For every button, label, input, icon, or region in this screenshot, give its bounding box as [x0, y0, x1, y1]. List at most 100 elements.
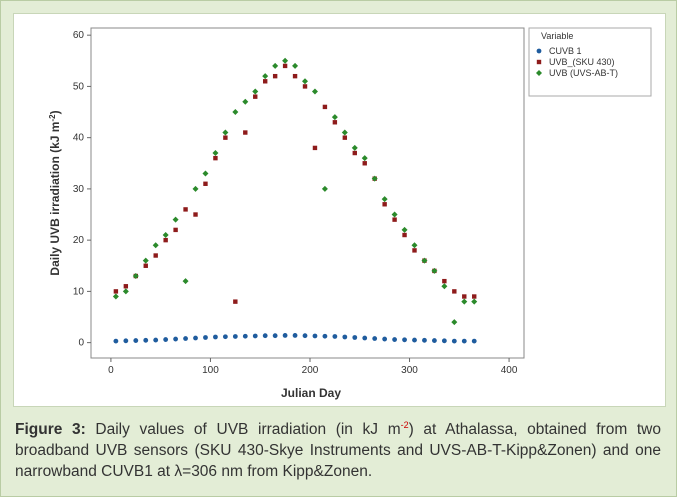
- point: [262, 333, 268, 339]
- point: [123, 338, 129, 344]
- point: [371, 175, 378, 182]
- point: [362, 161, 367, 166]
- point: [312, 333, 318, 339]
- caption-label: Figure 3:: [15, 421, 86, 439]
- point: [212, 150, 219, 157]
- point: [302, 333, 308, 339]
- point: [332, 120, 338, 125]
- point: [252, 333, 258, 339]
- point: [222, 129, 229, 136]
- y-tick-label: 10: [73, 286, 85, 297]
- caption-tail: ) at Athalassa, obtained from two broadb…: [15, 421, 661, 481]
- point: [401, 226, 408, 233]
- point: [253, 94, 258, 99]
- point: [471, 298, 478, 305]
- point: [421, 257, 428, 264]
- point: [321, 185, 328, 192]
- point: [152, 242, 159, 249]
- point: [112, 293, 119, 300]
- point: [322, 333, 328, 339]
- y-tick-label: 40: [73, 133, 85, 144]
- point: [173, 336, 179, 342]
- y-tick-label: 20: [73, 235, 85, 246]
- caption-sup: -2: [400, 420, 409, 430]
- point: [262, 79, 268, 84]
- point: [282, 63, 288, 69]
- point: [402, 337, 407, 343]
- y-tick-label: 0: [78, 338, 84, 349]
- y-label-tail: ): [48, 110, 62, 114]
- x-tick-label: 0: [108, 365, 114, 376]
- point: [143, 337, 149, 343]
- point: [193, 335, 198, 341]
- point: [193, 212, 198, 217]
- legend-box: [528, 27, 652, 97]
- legend-label: UVB (UVS-AB-T): [549, 68, 618, 78]
- point: [232, 334, 238, 339]
- legend-title: Variable: [541, 31, 573, 41]
- point: [202, 170, 209, 177]
- point: [352, 335, 358, 340]
- point: [133, 338, 139, 343]
- x-axis-label: Julian Day: [281, 386, 341, 400]
- point: [113, 289, 119, 294]
- point: [302, 78, 309, 85]
- legend-label: CUVB 1: [549, 46, 582, 56]
- point: [113, 338, 119, 344]
- point: [233, 299, 238, 304]
- point: [382, 202, 387, 207]
- point: [332, 334, 338, 339]
- point: [432, 338, 437, 343]
- point: [282, 57, 289, 64]
- point: [431, 267, 438, 274]
- point: [462, 294, 467, 299]
- point: [461, 298, 468, 305]
- point: [272, 73, 278, 79]
- x-tick-label: 300: [401, 365, 418, 376]
- point: [242, 333, 248, 339]
- point: [222, 334, 228, 340]
- plot-frame: [90, 27, 525, 359]
- point: [312, 145, 318, 151]
- point: [352, 150, 357, 156]
- point: [351, 144, 358, 151]
- point: [132, 273, 139, 280]
- point: [162, 232, 169, 239]
- point: [242, 98, 249, 105]
- point: [461, 338, 467, 344]
- point: [452, 289, 457, 294]
- y-label-text: Daily UVB irradiation (kJ m: [48, 122, 62, 276]
- point: [262, 73, 269, 80]
- point: [412, 248, 417, 253]
- x-tick-label: 400: [501, 365, 518, 376]
- point: [213, 155, 218, 161]
- point: [183, 336, 188, 341]
- point: [123, 284, 129, 289]
- point: [442, 278, 447, 284]
- point: [381, 196, 388, 203]
- point: [243, 130, 248, 135]
- point: [472, 294, 477, 299]
- point: [153, 337, 159, 343]
- y-label-sup: -2: [48, 114, 57, 122]
- point: [232, 109, 239, 116]
- point: [331, 114, 338, 121]
- point: [153, 253, 158, 258]
- point: [213, 334, 218, 340]
- point: [292, 73, 298, 79]
- point: [441, 283, 448, 290]
- point: [122, 288, 129, 295]
- point: [223, 135, 228, 140]
- point: [292, 333, 298, 338]
- point: [172, 216, 179, 223]
- caption-text: Daily values of UVB irradiation (in kJ m: [85, 421, 401, 439]
- point: [272, 333, 278, 339]
- y-tick-label: 50: [73, 81, 85, 92]
- point: [203, 181, 208, 186]
- point: [192, 185, 199, 192]
- caption: Figure 3: Daily values of UVB irradiatio…: [15, 415, 661, 482]
- point: [471, 338, 477, 344]
- point: [382, 336, 388, 342]
- legend-marker: [536, 48, 542, 54]
- point: [362, 335, 368, 341]
